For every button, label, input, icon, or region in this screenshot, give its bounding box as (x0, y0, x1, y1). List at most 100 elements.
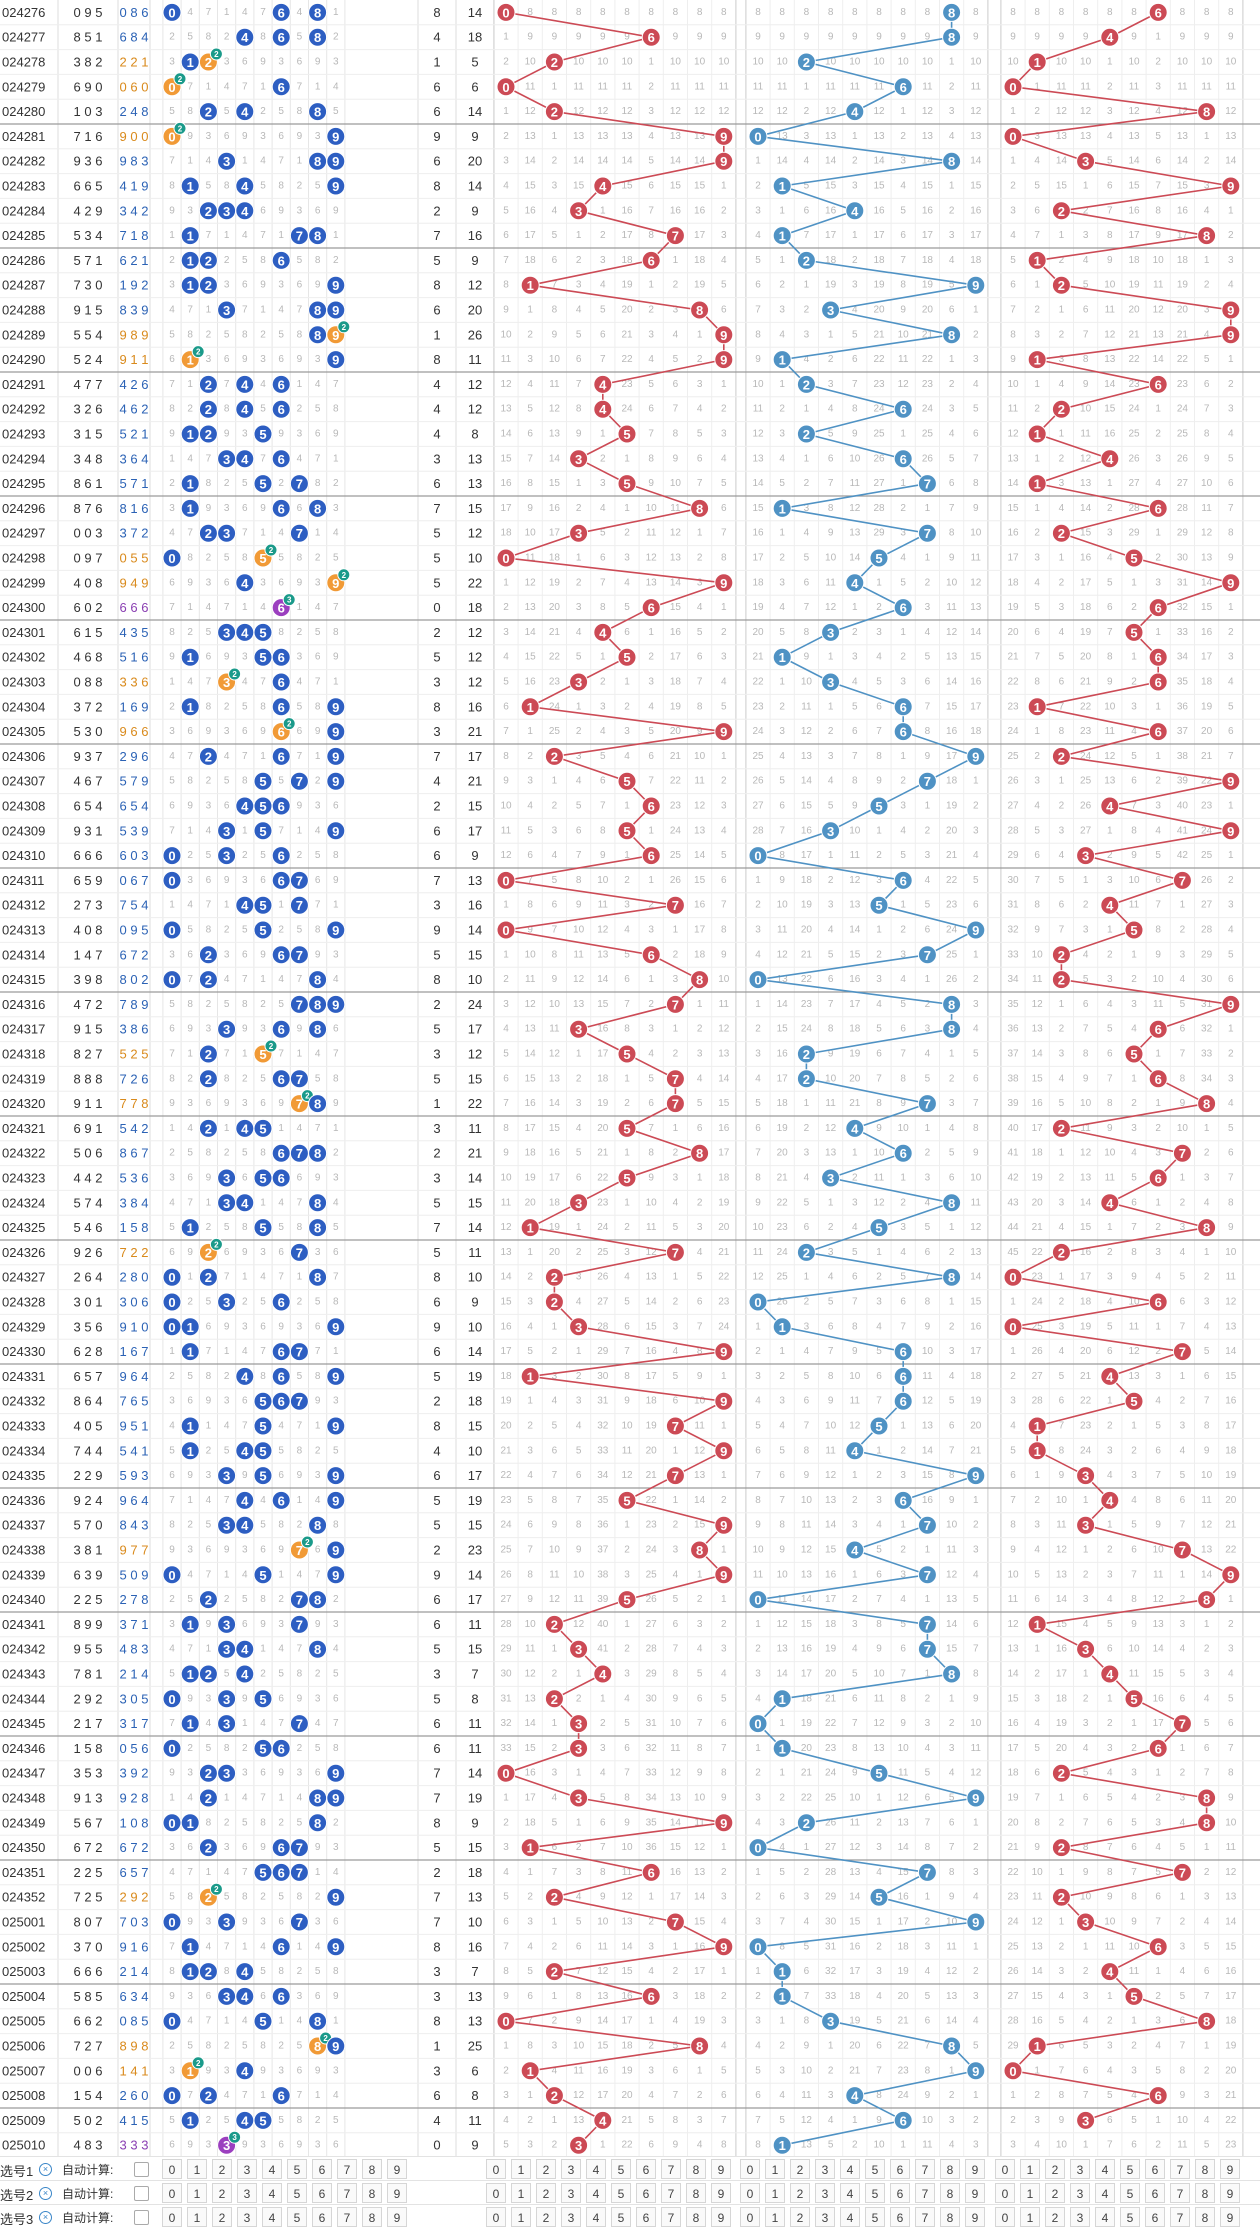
digit-button[interactable]: 0 (162, 2159, 182, 2179)
digit-button[interactable]: 8 (686, 2183, 706, 2203)
digit-button[interactable]: 3 (237, 2159, 257, 2179)
digit-button[interactable]: 8 (940, 2159, 960, 2179)
digit-button[interactable]: 5 (865, 2159, 885, 2179)
digit-button[interactable]: 2 (212, 2207, 232, 2227)
digit-button[interactable]: 4 (840, 2207, 860, 2227)
clear-icon[interactable]: × (39, 2211, 52, 2224)
digit-button[interactable]: 4 (1095, 2159, 1115, 2179)
digit-button[interactable]: 1 (1020, 2183, 1040, 2203)
digit-button[interactable]: 1 (511, 2183, 531, 2203)
digit-button[interactable]: 6 (312, 2207, 332, 2227)
digit-button[interactable]: 2 (1045, 2183, 1065, 2203)
digit-button[interactable]: 3 (237, 2207, 257, 2227)
digit-button[interactable]: 7 (1170, 2207, 1190, 2227)
digit-button[interactable]: 5 (287, 2159, 307, 2179)
digit-button[interactable]: 1 (187, 2207, 207, 2227)
digit-button[interactable]: 3 (815, 2207, 835, 2227)
digit-button[interactable]: 0 (740, 2207, 760, 2227)
digit-button[interactable]: 9 (387, 2207, 407, 2227)
digit-button[interactable]: 6 (1145, 2183, 1165, 2203)
digit-button[interactable]: 3 (561, 2183, 581, 2203)
digit-button[interactable]: 7 (915, 2183, 935, 2203)
digit-button[interactable]: 1 (765, 2159, 785, 2179)
digit-button[interactable]: 7 (915, 2207, 935, 2227)
digit-button[interactable]: 5 (611, 2183, 631, 2203)
digit-button[interactable]: 9 (965, 2183, 985, 2203)
digit-button[interactable]: 4 (586, 2159, 606, 2179)
digit-button[interactable]: 6 (636, 2207, 656, 2227)
digit-button[interactable]: 3 (815, 2183, 835, 2203)
digit-button[interactable]: 5 (287, 2183, 307, 2203)
digit-button[interactable]: 2 (790, 2207, 810, 2227)
digit-button[interactable]: 4 (1095, 2183, 1115, 2203)
digit-button[interactable]: 7 (661, 2183, 681, 2203)
digit-button[interactable]: 8 (1195, 2159, 1215, 2179)
digit-button[interactable]: 5 (287, 2207, 307, 2227)
digit-button[interactable]: 9 (387, 2159, 407, 2179)
digit-button[interactable]: 5 (865, 2183, 885, 2203)
digit-button[interactable]: 2 (790, 2183, 810, 2203)
digit-button[interactable]: 9 (965, 2207, 985, 2227)
digit-button[interactable]: 4 (262, 2207, 282, 2227)
digit-button[interactable]: 2 (536, 2207, 556, 2227)
digit-button[interactable]: 7 (337, 2183, 357, 2203)
digit-button[interactable]: 5 (865, 2207, 885, 2227)
digit-button[interactable]: 2 (1045, 2207, 1065, 2227)
digit-button[interactable]: 6 (312, 2159, 332, 2179)
digit-button[interactable]: 0 (486, 2183, 506, 2203)
digit-button[interactable]: 9 (387, 2183, 407, 2203)
digit-button[interactable]: 5 (1120, 2183, 1140, 2203)
digit-button[interactable]: 1 (511, 2159, 531, 2179)
digit-button[interactable]: 1 (1020, 2159, 1040, 2179)
digit-button[interactable]: 6 (312, 2183, 332, 2203)
digit-button[interactable]: 8 (362, 2159, 382, 2179)
digit-button[interactable]: 6 (1145, 2207, 1165, 2227)
digit-button[interactable]: 2 (212, 2159, 232, 2179)
digit-button[interactable]: 4 (262, 2183, 282, 2203)
digit-button[interactable]: 2 (212, 2183, 232, 2203)
digit-button[interactable]: 4 (586, 2183, 606, 2203)
digit-button[interactable]: 7 (337, 2159, 357, 2179)
digit-button[interactable]: 7 (1170, 2183, 1190, 2203)
digit-button[interactable]: 9 (711, 2183, 731, 2203)
digit-button[interactable]: 3 (561, 2207, 581, 2227)
digit-button[interactable]: 6 (890, 2207, 910, 2227)
digit-button[interactable]: 7 (915, 2159, 935, 2179)
digit-button[interactable]: 9 (711, 2207, 731, 2227)
digit-button[interactable]: 4 (1095, 2207, 1115, 2227)
digit-button[interactable]: 0 (162, 2207, 182, 2227)
digit-button[interactable]: 1 (1020, 2207, 1040, 2227)
digit-button[interactable]: 7 (661, 2207, 681, 2227)
digit-button[interactable]: 8 (940, 2207, 960, 2227)
digit-button[interactable]: 9 (1220, 2183, 1240, 2203)
digit-button[interactable]: 0 (486, 2207, 506, 2227)
digit-button[interactable]: 6 (890, 2183, 910, 2203)
digit-button[interactable]: 8 (362, 2207, 382, 2227)
digit-button[interactable]: 3 (1070, 2207, 1090, 2227)
digit-button[interactable]: 5 (611, 2159, 631, 2179)
digit-button[interactable]: 9 (965, 2159, 985, 2179)
digit-button[interactable]: 9 (1220, 2207, 1240, 2227)
digit-button[interactable]: 9 (1220, 2159, 1240, 2179)
digit-button[interactable]: 4 (262, 2159, 282, 2179)
digit-button[interactable]: 0 (162, 2183, 182, 2203)
digit-button[interactable]: 4 (840, 2183, 860, 2203)
digit-button[interactable]: 3 (561, 2159, 581, 2179)
digit-button[interactable]: 6 (636, 2183, 656, 2203)
digit-button[interactable]: 1 (765, 2183, 785, 2203)
digit-button[interactable]: 0 (740, 2183, 760, 2203)
digit-button[interactable]: 1 (187, 2159, 207, 2179)
digit-button[interactable]: 0 (995, 2159, 1015, 2179)
digit-button[interactable]: 8 (1195, 2183, 1215, 2203)
digit-button[interactable]: 8 (1195, 2207, 1215, 2227)
digit-button[interactable]: 9 (711, 2159, 731, 2179)
digit-button[interactable]: 1 (511, 2207, 531, 2227)
digit-button[interactable]: 8 (686, 2159, 706, 2179)
digit-button[interactable]: 0 (995, 2207, 1015, 2227)
digit-button[interactable]: 1 (765, 2207, 785, 2227)
digit-button[interactable]: 4 (586, 2207, 606, 2227)
digit-button[interactable]: 7 (337, 2207, 357, 2227)
digit-button[interactable]: 5 (611, 2207, 631, 2227)
clear-icon[interactable]: × (39, 2187, 52, 2200)
digit-button[interactable]: 0 (486, 2159, 506, 2179)
